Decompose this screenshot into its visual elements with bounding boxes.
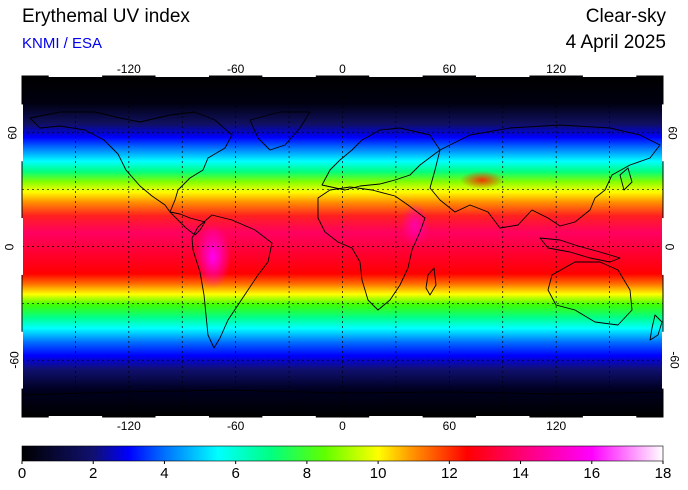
latitude-tick-label: 60 [665,126,680,140]
colorbar-label: 10 [369,465,387,482]
longitude-tick-label: -120 [116,62,141,76]
north-america-coast [29,111,233,213]
europe-coast [321,127,441,191]
date-label: 4 April 2025 [565,32,666,53]
longitude-tick-label: 120 [546,62,567,76]
latitude-tick-label: 0 [2,243,17,250]
longitude-tick-label: 60 [442,62,457,76]
central-america-coast [169,211,206,236]
longitude-tick-label: 120 [546,419,567,433]
credit-label: KNMI / ESA [22,35,103,52]
japan-coast [619,167,633,191]
latitude-tick-label: 60 [5,126,20,140]
tibet-highlight [460,171,504,189]
africa-coast [317,186,426,311]
colorbar-label: 8 [302,465,312,482]
colorbar-ticks [21,461,664,464]
greenland-coast [249,111,311,151]
longitude-tick-label: 0 [339,62,346,76]
colorbar-label: 16 [583,465,601,482]
frame-ticks [21,75,664,418]
sky-type-label: Clear-sky [585,6,666,27]
new-zealand-coast [649,314,663,341]
colorbar [21,445,664,462]
andes-highlight [195,225,231,289]
colorbar-label: 6 [231,465,240,482]
latitude-tick-label: -60 [7,351,22,369]
colorbar-label: 0 [17,465,27,482]
colorbar-label: 14 [512,465,529,482]
colorbar-label: 18 [654,465,672,482]
australia-coast [547,261,633,326]
antarctica-coast [21,389,664,396]
asia-coast [429,124,661,229]
longitude-tick-label: 0 [339,419,346,433]
madagascar-coast [425,267,437,296]
longitude-tick-label: -60 [226,419,245,433]
colorbar-label: 4 [160,465,169,482]
colorbar-label: 2 [89,465,98,482]
longitude-tick-label: -120 [116,419,141,433]
coastlines [21,111,664,396]
latitude-tick-label: -60 [667,351,682,369]
south-america-coast [191,214,273,349]
longitude-tick-label: -60 [226,62,245,76]
colorbar-label: 12 [440,465,458,482]
indonesia-coast [539,237,621,263]
map-title: Erythemal UV index [22,6,190,27]
east-africa-highlight [401,203,429,247]
longitude-tick-label: 60 [442,419,457,433]
graticule [22,76,663,417]
latitude-tick-label: 0 [662,243,677,250]
